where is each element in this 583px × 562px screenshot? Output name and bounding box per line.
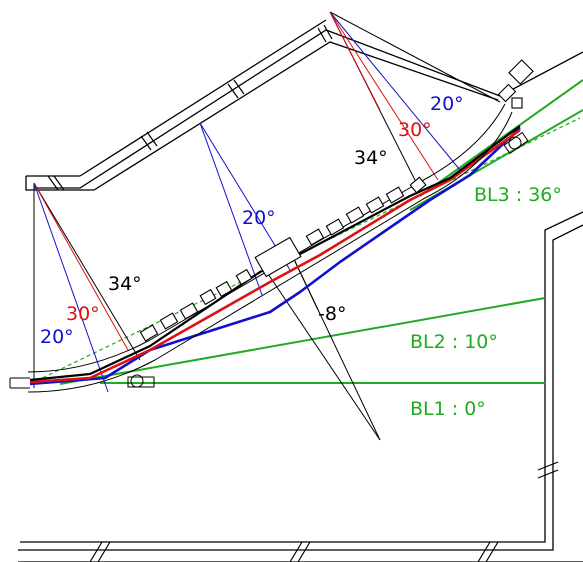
upper-wall-outer [25, 41, 499, 191]
blue-trajectory [29, 127, 521, 386]
right-34-label: 34° [354, 147, 388, 169]
upper-wall-top [79, 19, 327, 177]
bl3-label: BL3 : 36° [474, 184, 562, 206]
ports [127, 131, 529, 388]
right-30-label: 30° [398, 119, 432, 141]
bl2-label: BL2 : 10° [410, 331, 498, 353]
wall-hatch-marks [47, 24, 333, 191]
floor-hatch-marks [89, 461, 559, 562]
building-walls [18, 19, 583, 562]
left-34-label: 34° [108, 273, 142, 295]
magnets [139, 59, 534, 342]
ring-chamber [9, 103, 513, 393]
bl3-line [419, 79, 583, 197]
bl2-line [59, 297, 546, 385]
mid-20-label: 20° [242, 207, 276, 229]
right-wall-outer [20, 211, 583, 543]
green-beamlines [29, 79, 583, 385]
bl1-label: BL1 : 0° [410, 398, 486, 420]
right-20-label: 20° [430, 93, 464, 115]
mid-minus8-label: -8° [318, 303, 346, 325]
right-triangle [329, 11, 501, 191]
top-right-wall [499, 51, 583, 97]
red-trajectory [29, 128, 521, 384]
left-20-label: 20° [40, 326, 74, 348]
right-wall-inner [18, 224, 583, 551]
left-triangle [33, 182, 141, 393]
left-30-label: 30° [66, 303, 100, 325]
